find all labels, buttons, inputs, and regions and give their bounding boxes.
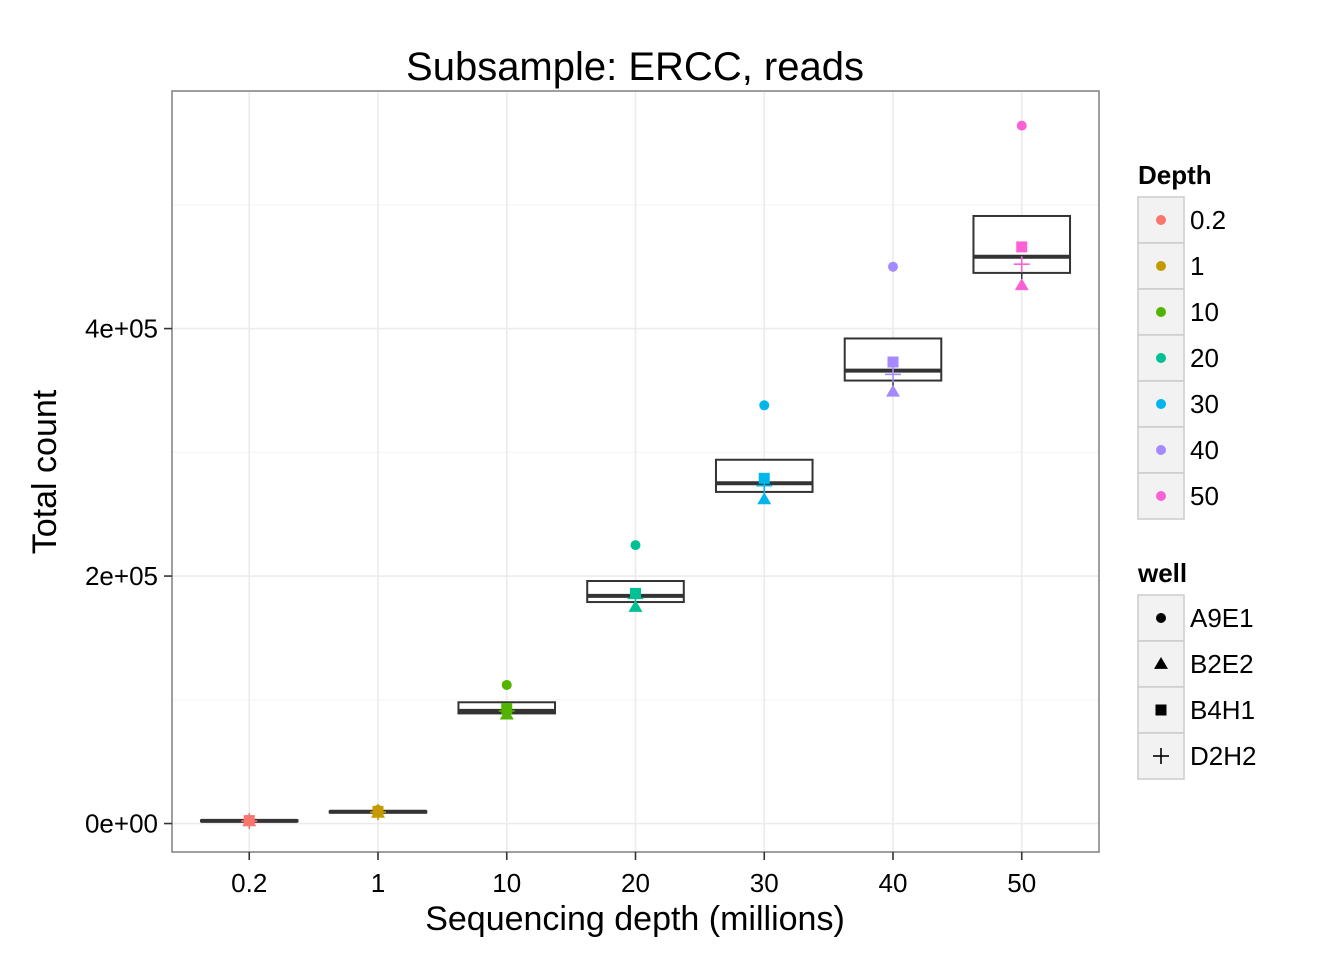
point-A9E1-10 — [501, 679, 512, 690]
legend-depth-item-20: 20 — [1137, 334, 1219, 382]
chart-title: Subsample: ERCC, reads — [406, 45, 864, 89]
point-layer — [241, 120, 1030, 830]
x-axis-label: Sequencing depth (millions) — [425, 900, 845, 938]
legend-key — [1137, 640, 1185, 688]
x-tick-label: 0.2 — [231, 868, 267, 898]
legend-key-shape — [1156, 613, 1166, 623]
point-D2H2-30 — [756, 477, 773, 494]
point-D2H2-40 — [885, 366, 901, 383]
legend-well-label: B4H1 — [1190, 695, 1255, 725]
legend-key-shape — [1155, 704, 1167, 716]
point-B4H1-40 — [887, 356, 899, 368]
legend-well-label: B2E2 — [1190, 649, 1254, 679]
legend-depth-item-40: 40 — [1137, 426, 1219, 474]
x-tick-label: 50 — [1007, 868, 1036, 898]
legend-key-dot — [1156, 445, 1166, 455]
legend-depth-label: 1 — [1190, 251, 1204, 281]
point-A9E1-50 — [1016, 120, 1027, 131]
legend-depth-label: 40 — [1190, 435, 1219, 465]
legend-depth-item-30: 30 — [1137, 380, 1219, 428]
legend-well-item-D2H2: D2H2 — [1137, 732, 1256, 780]
legend-key-dot — [1156, 353, 1166, 363]
point-D2H2-20 — [627, 590, 644, 607]
axis-layer: 0e+00 2e+05 4e+05 0.2 1 10 20 30 40 50 — [85, 314, 1036, 898]
x-tick-label: 10 — [492, 868, 521, 898]
point-D2H2-50 — [1013, 256, 1030, 273]
legend-well-item-B2E2: B2E2 — [1137, 640, 1254, 688]
legend-key-dot — [1156, 491, 1166, 501]
legend-key-shape — [1154, 657, 1168, 669]
legend-depth-item-10: 10 — [1137, 288, 1219, 336]
legend-key-dot — [1156, 307, 1166, 317]
point-D2H2-10 — [498, 702, 515, 719]
x-tick-label: 40 — [879, 868, 908, 898]
point-D2H2-0.2 — [241, 813, 258, 830]
legend-depth-label: 20 — [1190, 343, 1219, 373]
legend-well-label: A9E1 — [1190, 603, 1254, 633]
legend-depth-item-50: 50 — [1137, 472, 1219, 520]
legend-key-dot — [1156, 261, 1166, 271]
legend-well-item-A9E1: A9E1 — [1137, 594, 1254, 642]
legend-depth-label: 30 — [1190, 389, 1219, 419]
legend-depth-label: 50 — [1190, 481, 1219, 511]
legend-depth-label: 10 — [1190, 297, 1219, 327]
point-B4H1-50 — [1016, 241, 1028, 253]
legend-depth-item-0.2: 0.2 — [1137, 196, 1226, 244]
grid-layer — [172, 91, 1099, 852]
legend-well-item-B4H1: B4H1 — [1137, 686, 1255, 734]
y-axis-label: Total count — [26, 389, 64, 554]
legend-key-dot — [1156, 215, 1166, 225]
legend-depth-item-1: 1 — [1137, 242, 1204, 290]
legend-key-shape — [1153, 748, 1169, 764]
point-A9E1-30 — [759, 400, 770, 411]
point-A9E1-40 — [888, 261, 898, 272]
point-A9E1-20 — [630, 540, 641, 551]
legend-well-label: D2H2 — [1190, 741, 1256, 771]
legend-depth-label: 0.2 — [1190, 205, 1226, 235]
point-B2E2-40 — [886, 384, 900, 397]
x-tick-label: 1 — [371, 868, 385, 898]
x-tick-label: 30 — [750, 868, 779, 898]
legend-key-dot — [1156, 399, 1166, 409]
y-tick-label: 2e+05 — [85, 561, 158, 591]
point-D2H2-1 — [370, 804, 386, 821]
y-tick-label: 4e+05 — [85, 314, 158, 344]
legend-well-title: well — [1137, 558, 1187, 588]
legend-depth-title: Depth — [1138, 160, 1212, 190]
x-tick-label: 20 — [621, 868, 650, 898]
y-tick-label: 0e+00 — [85, 809, 158, 839]
point-B2E2-30 — [757, 492, 772, 505]
point-B2E2-50 — [1014, 278, 1029, 291]
